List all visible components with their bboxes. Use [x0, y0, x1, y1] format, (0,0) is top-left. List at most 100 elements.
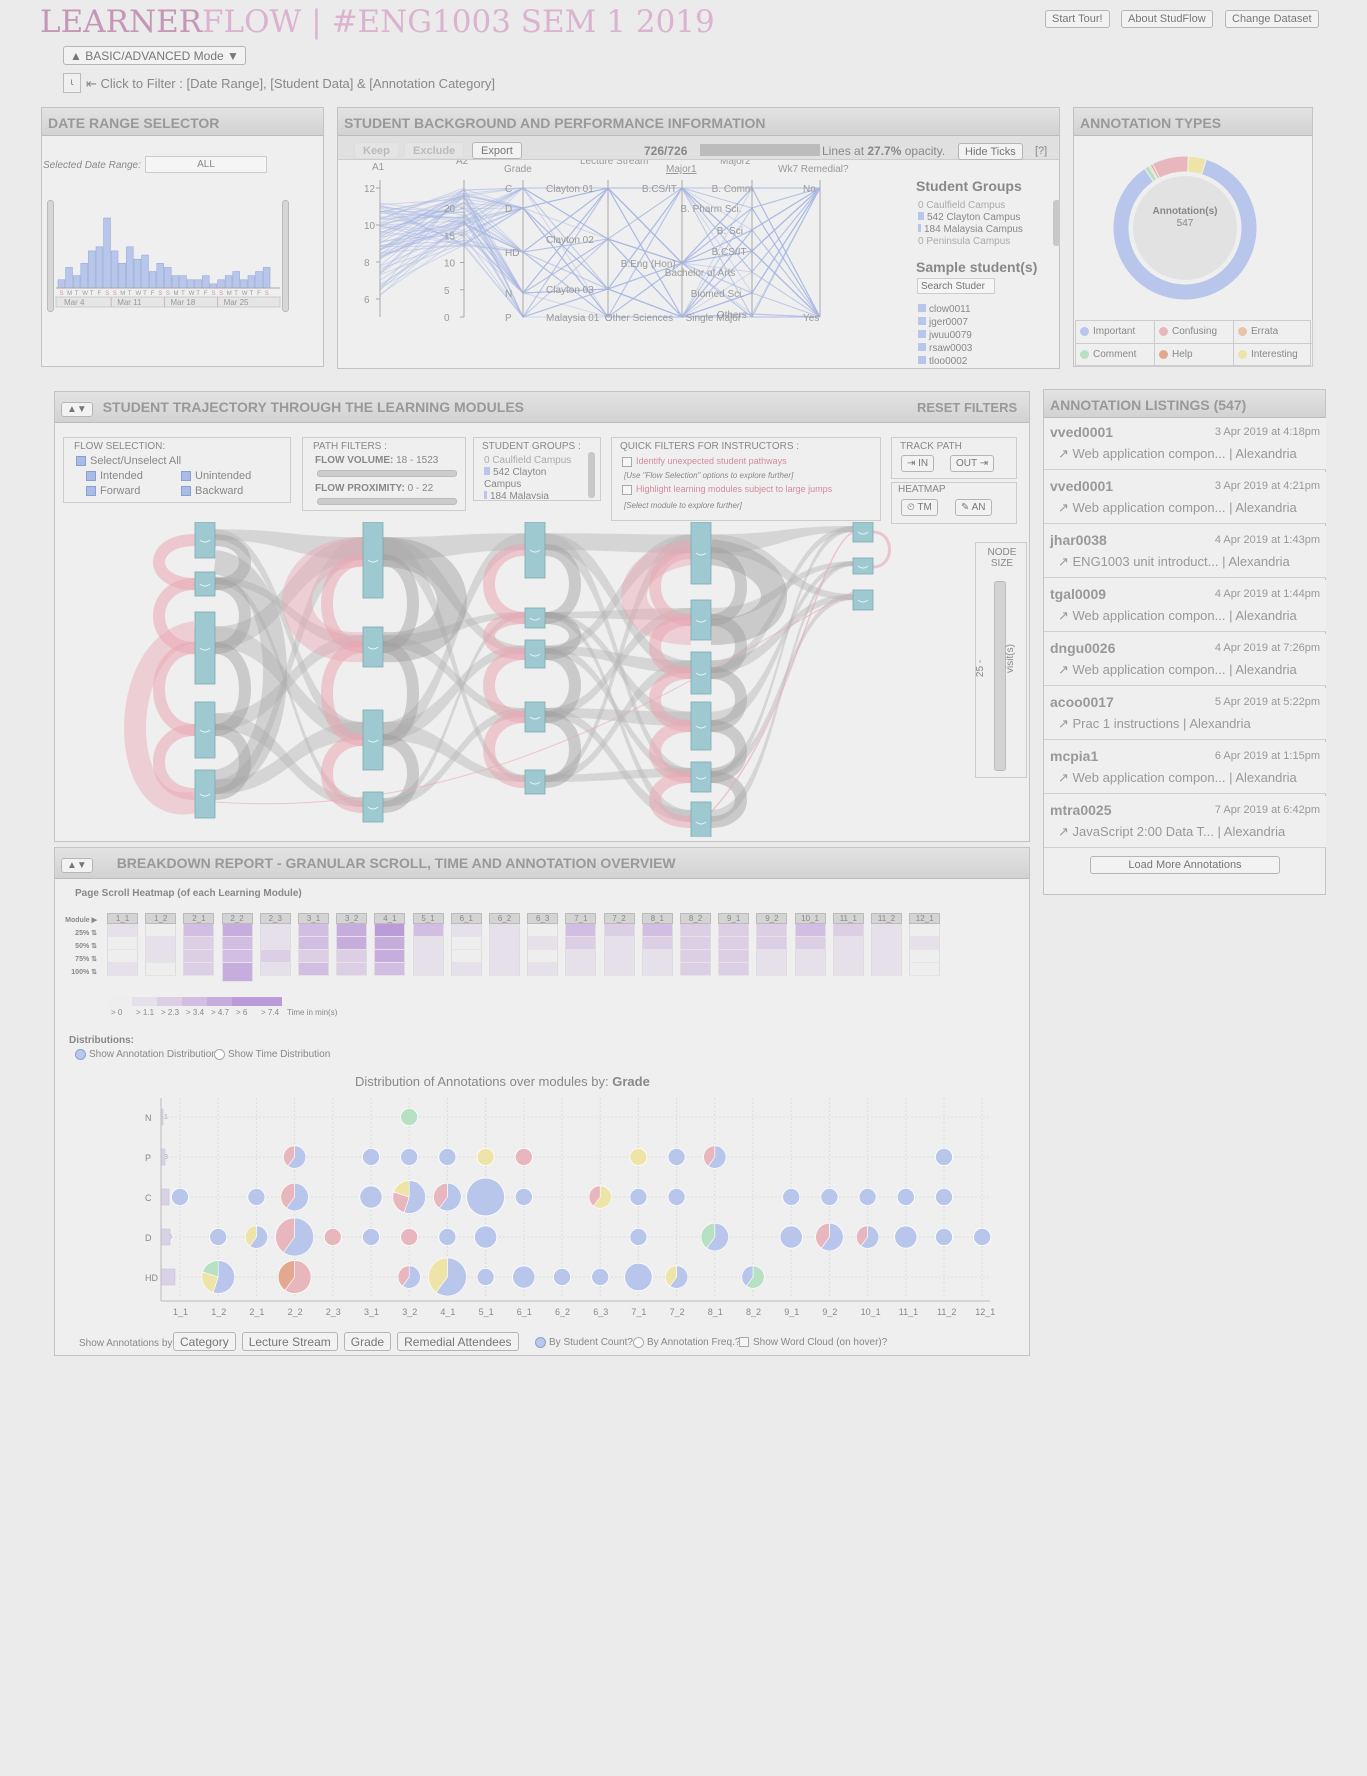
heatmap-column[interactable]: 2_2: [221, 913, 253, 982]
heatmap-column[interactable]: 4_1: [374, 913, 406, 976]
student-group-item[interactable]: 184 Malaysia Campus: [918, 224, 1048, 236]
annotation-link[interactable]: ↗ Web application compon... | Alexandria: [1058, 662, 1297, 677]
grouping-button-grade[interactable]: Grade: [343, 1332, 392, 1351]
heatmap-column[interactable]: 2_1: [183, 913, 215, 976]
heatmap-column[interactable]: 10_1: [794, 913, 826, 976]
student-group-item[interactable]: 0 Caulfield Campus: [918, 200, 1048, 212]
word-cloud-checkbox[interactable]: Show Word Cloud (on hover)?: [739, 1337, 887, 1348]
heatmap-column[interactable]: 9_1: [718, 913, 750, 976]
flow-proximity-slider[interactable]: [317, 498, 457, 505]
annotation-link[interactable]: ↗ Prac 1 instructions | Alexandria: [1058, 716, 1251, 731]
opacity-value[interactable]: 27.7%: [867, 144, 902, 158]
by-annotation-freq-radio[interactable]: By Annotation Freq.?: [633, 1337, 740, 1348]
heatmap-column[interactable]: 8_2: [680, 913, 711, 976]
heatmap-column[interactable]: 12_1: [909, 913, 941, 976]
by-student-count-radio[interactable]: By Student Count?: [535, 1337, 633, 1348]
trajectory-group-item[interactable]: 184 Malaysia: [484, 491, 584, 499]
select-all-checkbox[interactable]: Select/Unselect All: [76, 455, 181, 467]
annotation-item[interactable]: acoo0017 5 Apr 2019 at 5:22pm ↗ Prac 1 ins…: [1044, 688, 1326, 740]
heatmap-column[interactable]: 1_1: [107, 913, 138, 976]
sample-student-item[interactable]: jger0007: [918, 316, 1048, 329]
node-size-slider[interactable]: [994, 581, 1006, 771]
track-out-button[interactable]: OUT ⇥: [950, 455, 995, 472]
legend-item[interactable]: Interesting: [1234, 344, 1313, 367]
heatmap-column[interactable]: 7_1: [565, 913, 597, 976]
large-jumps-checkbox[interactable]: Highlight learning modules subject to la…: [622, 484, 832, 495]
annotation-item[interactable]: tgal0009 4 Apr 2019 at 1:44pm ↗ Web applic…: [1044, 580, 1326, 632]
heatmap-column[interactable]: 1_2: [145, 913, 177, 976]
intended-checkbox[interactable]: Intended: [86, 470, 143, 482]
sample-student-item[interactable]: jwuu0079: [918, 329, 1048, 342]
trajectory-groups-scrollbar[interactable]: [588, 452, 595, 498]
annotation-distribution-radio[interactable]: Show Annotation Distribution: [75, 1049, 217, 1060]
sample-student-item[interactable]: rsaw0003: [918, 342, 1048, 355]
annotation-link[interactable]: ↗ Web application compon... | Alexandria: [1058, 608, 1297, 623]
trajectory-group-item[interactable]: 542 Clayton Campus: [484, 467, 584, 491]
legend-item[interactable]: Comment: [1076, 344, 1155, 367]
exclude-button[interactable]: Exclude: [404, 142, 465, 159]
selected-date-value[interactable]: ALL: [145, 156, 267, 173]
student-search-input[interactable]: [917, 278, 995, 294]
annotation-distribution-chart[interactable]: 1_1 1_2 2_1 2_2 2_3 3_1 3_2 4_1 5_1 6_1 6_2 6_3 7_1 7…: [75, 1098, 1005, 1333]
export-button[interactable]: Export: [472, 142, 522, 159]
annotation-link[interactable]: ↗ Web application compon... | Alexandria: [1058, 770, 1297, 785]
hide-ticks-button[interactable]: Hide Ticks: [958, 143, 1023, 160]
heatmap-tm-button[interactable]: ⏲ TM: [901, 499, 938, 516]
grouping-button-remedial-attendees[interactable]: Remedial Attendees: [397, 1332, 519, 1351]
heatmap-column[interactable]: 9_2: [756, 913, 788, 976]
annotation-item[interactable]: jhar0038 4 Apr 2019 at 1:43pm ↗ ENG1003 un…: [1044, 526, 1326, 578]
load-more-button[interactable]: Load More Annotations: [1090, 856, 1280, 874]
heatmap-column[interactable]: 8_1: [641, 913, 673, 976]
annotation-link[interactable]: ↗ Web application compon... | Alexandria: [1058, 446, 1297, 461]
breakdown-collapse-button[interactable]: ▲▼: [61, 858, 93, 873]
grouping-button-category[interactable]: Category: [173, 1332, 236, 1351]
legend-item[interactable]: Errata: [1234, 321, 1313, 344]
help-link[interactable]: [?]: [1035, 145, 1048, 157]
student-group-item[interactable]: 542 Clayton Campus: [918, 212, 1048, 224]
start-tour-button[interactable]: Start Tour!: [1045, 10, 1110, 28]
about-studflow-button[interactable]: About StudFlow: [1121, 10, 1213, 28]
annotation-item[interactable]: vved0001 3 Apr 2019 at 4:21pm ↗ Web applic…: [1044, 472, 1326, 524]
time-distribution-radio[interactable]: Show Time Distribution: [214, 1049, 330, 1060]
keep-button[interactable]: Keep: [354, 142, 399, 159]
annotation-item[interactable]: vved0001 3 Apr 2019 at 4:18pm ↗ Web applic…: [1044, 418, 1326, 470]
heatmap-column[interactable]: 6_1: [450, 913, 482, 976]
sample-student-item[interactable]: tloo0002: [918, 355, 1048, 365]
trajectory-collapse-button[interactable]: ▲▼: [61, 402, 93, 417]
heatmap-column[interactable]: 11_2: [871, 913, 902, 976]
annotation-item[interactable]: mtra0025 7 Apr 2019 at 6:42pm ↗ JavaScript…: [1044, 796, 1326, 848]
legend-item[interactable]: Help: [1155, 344, 1234, 367]
heatmap-column[interactable]: 2_3: [259, 913, 291, 976]
legend-item[interactable]: Important: [1076, 321, 1155, 344]
heatmap-column[interactable]: 7_2: [603, 913, 635, 976]
annotation-link[interactable]: ↗ Web application compon... | Alexandria: [1058, 500, 1297, 515]
grouping-button-lecture-stream[interactable]: Lecture Stream: [241, 1332, 338, 1351]
unintended-checkbox[interactable]: Unintended: [181, 470, 251, 482]
backward-checkbox[interactable]: Backward: [181, 485, 243, 497]
trajectory-group-item[interactable]: 0 Caulfield Campus: [484, 455, 584, 467]
student-group-item[interactable]: 0 Peninsula Campus: [918, 236, 1048, 248]
change-dataset-button[interactable]: Change Dataset: [1225, 10, 1319, 28]
heatmap-column[interactable]: 5_1: [412, 913, 444, 976]
filter-toggle-button[interactable]: ⍳: [63, 73, 81, 93]
groups-scrollbar[interactable]: [1053, 200, 1060, 246]
legend-item[interactable]: Confusing: [1155, 321, 1234, 344]
sample-student-item[interactable]: clow0011: [918, 303, 1048, 316]
heatmap-column[interactable]: 6_2: [489, 913, 520, 976]
annotation-item[interactable]: mcpia1 6 Apr 2019 at 1:15pm ↗ Web applicat…: [1044, 742, 1326, 794]
parallel-coordinates[interactable]: A1 A2 Grade Lecture Stream Major1 Major2 Wk7 R…: [338, 160, 898, 370]
flow-volume-slider[interactable]: [317, 470, 457, 477]
reset-filters-button[interactable]: RESET FILTERS: [917, 400, 1018, 415]
forward-checkbox[interactable]: Forward: [86, 485, 140, 497]
unexpected-pathways-checkbox[interactable]: Identify unexpected student pathways: [622, 456, 787, 467]
date-range-handle-left[interactable]: [47, 200, 54, 312]
heatmap-column[interactable]: 3_2: [336, 913, 368, 976]
mode-toggle-button[interactable]: ▲ BASIC/ADVANCED Mode ▼: [63, 46, 246, 65]
track-in-button[interactable]: ⇥ IN: [901, 455, 935, 472]
heatmap-an-button[interactable]: ✎ AN: [955, 499, 992, 516]
annotation-link[interactable]: ↗ ENG1003 unit introduct... | Alexandria: [1058, 554, 1290, 569]
heatmap-column[interactable]: 6_3: [527, 913, 559, 976]
heatmap-column[interactable]: 3_1: [298, 913, 329, 976]
annotation-item[interactable]: dngu0026 4 Apr 2019 at 7:26pm ↗ Web applic…: [1044, 634, 1326, 686]
